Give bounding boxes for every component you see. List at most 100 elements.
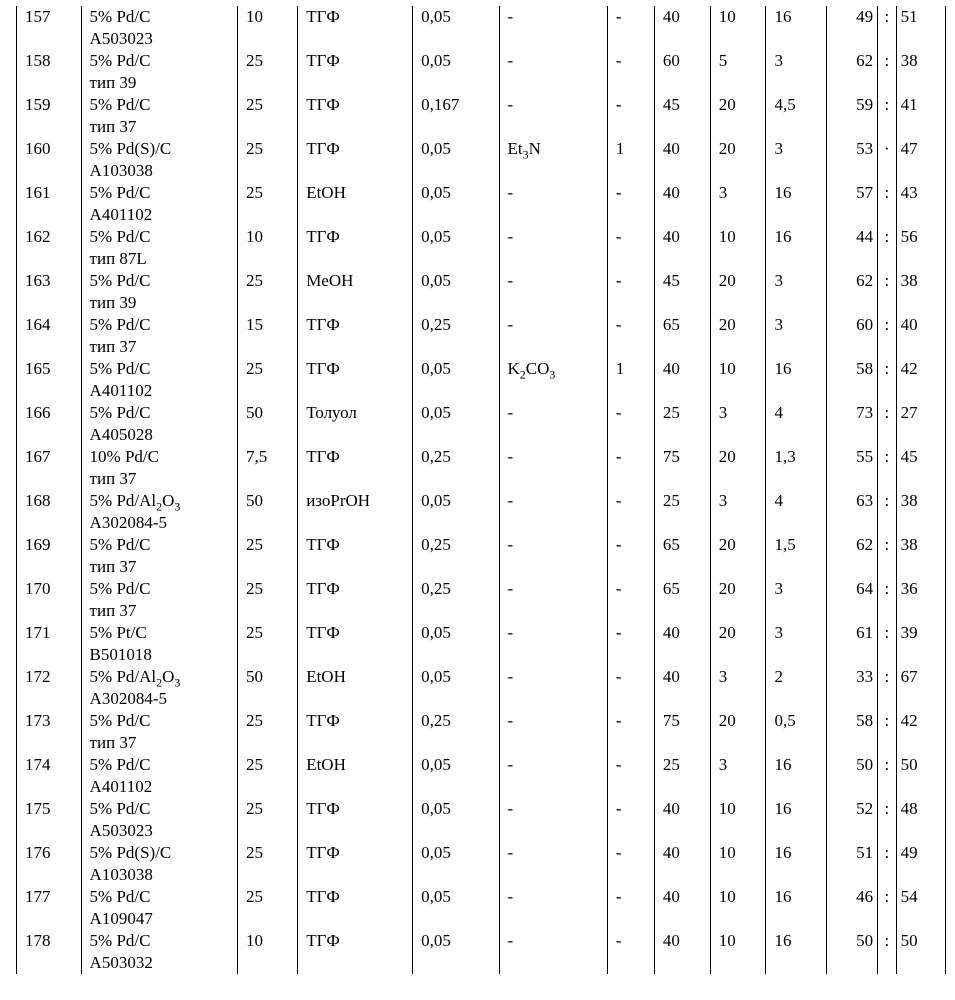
ratio-a: 53	[826, 138, 877, 160]
empty-cell	[298, 952, 413, 974]
empty-cell	[17, 424, 82, 446]
empty-cell	[499, 688, 607, 710]
empty-cell	[878, 688, 897, 710]
empty-cell	[654, 336, 710, 358]
empty-cell	[413, 116, 499, 138]
table-row: 1585% Pd/C25ТГФ0,05--605362:38	[17, 50, 946, 72]
col-2: 3	[710, 402, 766, 424]
empty-cell	[654, 556, 710, 578]
ratio-b: 42	[896, 358, 945, 380]
empty-cell	[654, 600, 710, 622]
col-3: 3	[766, 622, 826, 644]
empty-cell	[238, 952, 298, 974]
catalyst-line1: 5% Pd/Al2O3	[81, 666, 237, 688]
empty-cell	[826, 688, 877, 710]
empty-cell	[413, 820, 499, 842]
empty-cell	[710, 468, 766, 490]
catalyst-line2: A302084-5	[81, 688, 237, 710]
ratio-b: 51	[896, 6, 945, 28]
empty-cell	[878, 468, 897, 490]
empty-cell	[710, 776, 766, 798]
ratio-a: 49	[826, 6, 877, 28]
empty-cell	[607, 336, 654, 358]
empty-cell	[17, 732, 82, 754]
ratio-sep: :	[878, 6, 897, 28]
percent: 50	[238, 402, 298, 424]
empty-cell	[238, 864, 298, 886]
empty-cell	[238, 512, 298, 534]
empty-cell	[654, 116, 710, 138]
table-body: 1575% Pd/C10ТГФ0,05--40101649:51A5030231…	[17, 6, 946, 974]
empty-cell	[710, 336, 766, 358]
amount: 0,05	[413, 50, 499, 72]
catalyst-line2: A503023	[81, 28, 237, 50]
col-1: 40	[654, 622, 710, 644]
amount: 0,05	[413, 622, 499, 644]
solvent: ТГФ	[298, 50, 413, 72]
percent: 25	[238, 50, 298, 72]
empty-cell	[766, 468, 826, 490]
empty-cell	[298, 424, 413, 446]
ratio-sep: :	[878, 50, 897, 72]
empty-cell	[654, 248, 710, 270]
empty-cell	[710, 72, 766, 94]
ratio-a: 62	[826, 534, 877, 556]
empty-cell	[766, 336, 826, 358]
col-1: 40	[654, 886, 710, 908]
table-row: 1715% Pt/C25ТГФ0,05--4020361:39	[17, 622, 946, 644]
additive: -	[499, 402, 607, 424]
col-1: 40	[654, 358, 710, 380]
empty-cell	[607, 424, 654, 446]
solvent: ТГФ	[298, 886, 413, 908]
equivalents: -	[607, 622, 654, 644]
table-row: 1775% Pd/C25ТГФ0,05--40101646:54	[17, 886, 946, 908]
table-row: 1655% Pd/C25ТГФ0,05K2CO3140101658:42	[17, 358, 946, 380]
empty-cell	[826, 776, 877, 798]
empty-cell	[766, 908, 826, 930]
equivalents: -	[607, 930, 654, 952]
ratio-b: 48	[896, 798, 945, 820]
ratio-sep: :	[878, 666, 897, 688]
empty-cell	[654, 688, 710, 710]
empty-cell	[607, 600, 654, 622]
col-1: 45	[654, 94, 710, 116]
ratio-a: 64	[826, 578, 877, 600]
ratio-a: 50	[826, 754, 877, 776]
empty-cell	[413, 776, 499, 798]
empty-cell	[298, 160, 413, 182]
table-row: 1605% Pd(S)/C25ТГФ0,05Et3N14020353·47	[17, 138, 946, 160]
col-2: 20	[710, 534, 766, 556]
empty-cell	[499, 952, 607, 974]
empty-cell	[896, 248, 945, 270]
empty-cell	[878, 952, 897, 974]
empty-cell	[766, 820, 826, 842]
col-2: 3	[710, 666, 766, 688]
catalyst-line1: 5% Pd/C	[81, 710, 237, 732]
empty-cell	[238, 776, 298, 798]
ratio-a: 52	[826, 798, 877, 820]
empty-cell	[654, 864, 710, 886]
empty-cell	[17, 72, 82, 94]
col-1: 25	[654, 490, 710, 512]
table-row: 1725% Pd/Al2O350EtOH0,05--403233:67	[17, 666, 946, 688]
empty-cell	[607, 732, 654, 754]
solvent: ТГФ	[298, 6, 413, 28]
empty-cell	[413, 908, 499, 930]
empty-cell	[499, 732, 607, 754]
empty-cell	[17, 204, 82, 226]
col-2: 20	[710, 710, 766, 732]
empty-cell	[826, 864, 877, 886]
empty-cell	[607, 468, 654, 490]
empty-cell	[499, 424, 607, 446]
table-row: 1575% Pd/C10ТГФ0,05--40101649:51	[17, 6, 946, 28]
ratio-b: 45	[896, 446, 945, 468]
additive: K2CO3	[499, 358, 607, 380]
catalyst-line1: 5% Pd/C	[81, 886, 237, 908]
empty-cell	[826, 72, 877, 94]
empty-cell	[826, 820, 877, 842]
empty-cell	[710, 644, 766, 666]
ratio-sep: :	[878, 798, 897, 820]
solvent: ТГФ	[298, 534, 413, 556]
amount: 0,25	[413, 710, 499, 732]
empty-cell	[413, 512, 499, 534]
